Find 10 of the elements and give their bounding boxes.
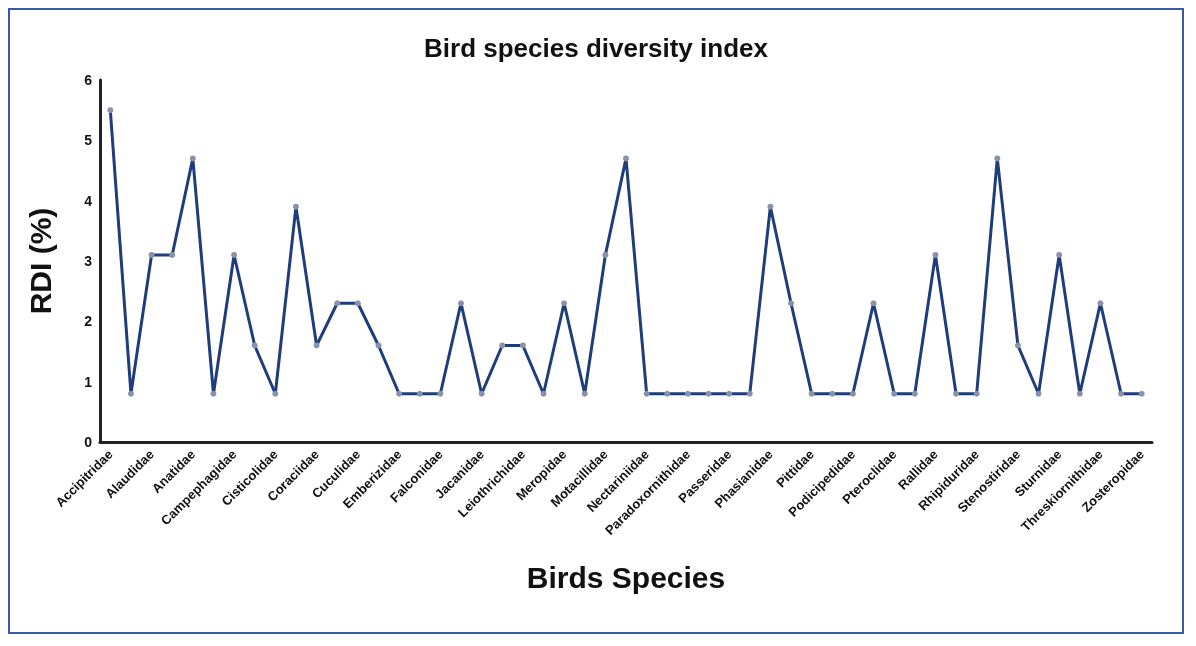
- x-axis-title: Birds Species: [526, 560, 726, 594]
- y-tick-label: 5: [84, 132, 93, 149]
- y-tick-label: 2: [84, 313, 93, 330]
- y-tick-label: 3: [84, 253, 93, 269]
- chart-title: Bird species diversity index: [424, 33, 769, 63]
- y-tick-label: 0: [84, 434, 93, 450]
- y-tick-label: 6: [84, 72, 93, 88]
- y-axis-title: RDI (%): [23, 207, 57, 315]
- y-tick-label: 4: [84, 192, 93, 209]
- y-tick-label: 1: [84, 373, 93, 390]
